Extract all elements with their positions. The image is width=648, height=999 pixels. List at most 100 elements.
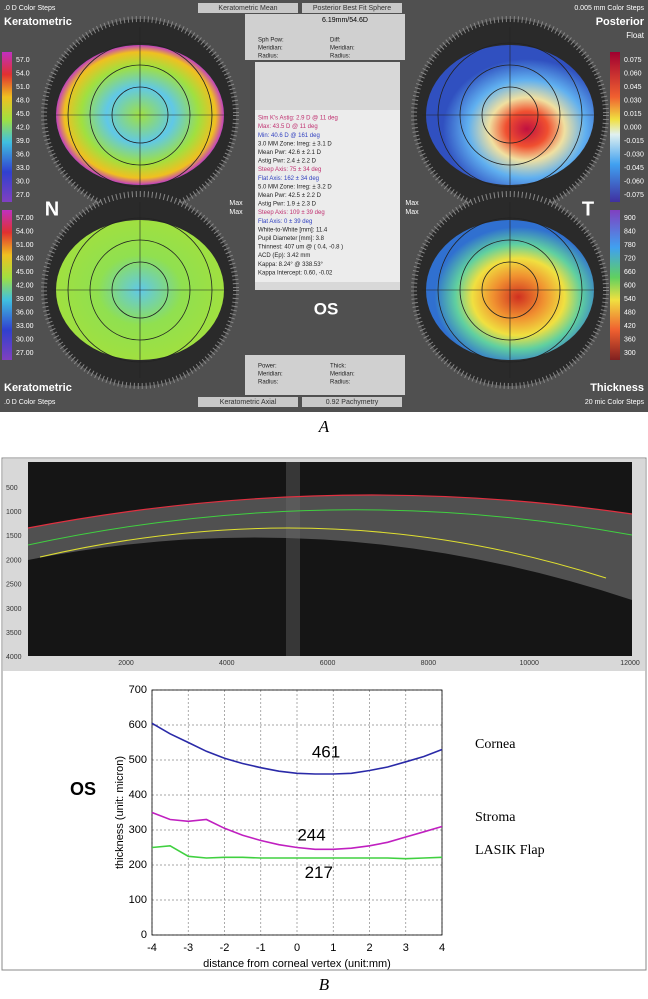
tab-label: Keratometric Mean bbox=[218, 5, 277, 12]
y-tick-label: 300 bbox=[129, 824, 147, 836]
series-line bbox=[151, 844, 443, 860]
scale-label: 45.0 bbox=[16, 111, 30, 118]
max-label: Max bbox=[229, 209, 243, 216]
field-label: Meridian: bbox=[258, 372, 283, 378]
field-label: Meridian: bbox=[258, 46, 283, 52]
tab bbox=[302, 3, 402, 13]
scale-label: -0.060 bbox=[624, 178, 644, 185]
scale-label: 0.060 bbox=[624, 70, 642, 77]
scale-label: 39.00 bbox=[16, 296, 34, 303]
max-label: Max bbox=[229, 200, 243, 207]
info-line: Flat Axis: 162 ± 34 deg bbox=[258, 176, 319, 182]
scale-label: 45.00 bbox=[16, 269, 34, 276]
y-tick-label: 600 bbox=[129, 719, 147, 731]
oct-y-label: 3500 bbox=[6, 630, 22, 637]
field-label: Radius: bbox=[330, 380, 351, 386]
scale-label: 0.000 bbox=[624, 124, 642, 131]
field-label: Thick: bbox=[330, 364, 346, 370]
eye: OS bbox=[314, 299, 339, 318]
scale-label: 0.075 bbox=[624, 57, 642, 64]
y-tick-label: 500 bbox=[129, 754, 147, 766]
info-line: White-to-White [mm]: 11.4 bbox=[258, 227, 328, 233]
info-line: Kappa Intercept: 0.60, -0.02 bbox=[258, 270, 333, 276]
temporal: T bbox=[582, 198, 594, 220]
scale-label: 54.0 bbox=[16, 70, 30, 77]
x-tick-label: 2 bbox=[366, 942, 372, 954]
oct-surface bbox=[27, 494, 633, 529]
info-line: Max: 43.5 D @ 11 deg bbox=[258, 124, 318, 130]
scale-label: 30.0 bbox=[16, 178, 30, 185]
color-bar bbox=[2, 210, 12, 360]
y-axis-label: thickness (unit: micron) bbox=[114, 756, 126, 869]
scale-label: 900 bbox=[624, 215, 636, 222]
scale-label: -0.015 bbox=[624, 138, 644, 145]
scale-label: 780 bbox=[624, 242, 636, 249]
info-line: Sim K's Astig: 2.9 D @ 11 deg bbox=[258, 116, 338, 122]
x-tick-label: 4 bbox=[439, 942, 445, 954]
info-line: Kappa: 8.24° @ 338.53° bbox=[258, 262, 324, 268]
oct-y-label: 2500 bbox=[6, 582, 22, 589]
info-line: Thinnest: 407 um @ ( 0.4, -0.8 ) bbox=[258, 245, 343, 251]
scale-label: 48.0 bbox=[16, 97, 30, 104]
scale-label: -0.030 bbox=[624, 151, 644, 158]
scale-label: 0.015 bbox=[624, 111, 642, 118]
color-bar bbox=[610, 52, 620, 202]
x-axis-label: distance from corneal vertex (unit:mm) bbox=[203, 958, 391, 970]
oct-x-label: 12000 bbox=[620, 660, 640, 667]
legend-entry: LASIK Flap bbox=[475, 843, 545, 858]
field-label: Radius: bbox=[330, 54, 351, 60]
info-line: Steep Axis: 75 ± 34 deg bbox=[258, 167, 321, 173]
color-bar bbox=[610, 210, 620, 360]
info-box bbox=[245, 14, 405, 60]
steps-label: 0.005 mm Color Steps bbox=[574, 5, 644, 12]
oct-y-label: 1500 bbox=[6, 533, 22, 540]
x-tick-label: -2 bbox=[220, 942, 230, 954]
oct-x-label: 4000 bbox=[219, 660, 235, 667]
x-tick-label: -1 bbox=[256, 942, 266, 954]
annotation: 244 bbox=[297, 825, 325, 844]
oct-posterior bbox=[39, 527, 607, 579]
scale-label: 42.0 bbox=[16, 124, 30, 131]
scale-label: 300 bbox=[624, 350, 636, 357]
y-tick-label: 0 bbox=[141, 929, 147, 941]
info-line: Mean Pwr: 42.5 ± 2.2 D bbox=[258, 193, 322, 199]
scale-label: 51.0 bbox=[16, 84, 30, 91]
oct-cornea bbox=[28, 495, 632, 600]
annotation: 217 bbox=[305, 863, 333, 882]
scale-label: 57.0 bbox=[16, 57, 30, 64]
info-line: Min: 40.6 D @ 161 deg bbox=[258, 133, 320, 139]
scale-label: 600 bbox=[624, 282, 636, 289]
info-line: Flat Axis: 0 ± 39 deg bbox=[258, 219, 312, 225]
tab-label: Posterior Best Fit Sphere bbox=[313, 5, 391, 12]
scale-label: 54.00 bbox=[16, 228, 34, 235]
legend-entry: Stroma bbox=[475, 810, 516, 825]
tab bbox=[198, 3, 298, 13]
oct-flap bbox=[27, 509, 633, 546]
max-label: Max bbox=[405, 200, 419, 207]
oct-x-label: 6000 bbox=[320, 660, 336, 667]
oct-artifact bbox=[286, 462, 300, 656]
oct-y-label: 3000 bbox=[6, 606, 22, 613]
info-line: 5.0 MM Zone: Irreg: ± 3.2 D bbox=[258, 184, 332, 190]
steps-label: 20 mic Color Steps bbox=[585, 399, 645, 406]
map-title: Keratometric bbox=[4, 16, 72, 28]
map-title: Thickness bbox=[590, 382, 644, 394]
scale-label: 360 bbox=[624, 336, 636, 343]
oct-y-label: 1000 bbox=[6, 509, 22, 516]
steps-label: .0 D Color Steps bbox=[4, 399, 56, 406]
scale-label: 540 bbox=[624, 296, 636, 303]
tab bbox=[198, 397, 298, 407]
scale-label: 840 bbox=[624, 228, 636, 235]
scale-label: 720 bbox=[624, 255, 636, 262]
info-line: 3.0 MM Zone: Irreg: ± 3.1 D bbox=[258, 141, 332, 147]
scale-label: 33.00 bbox=[16, 323, 34, 330]
info-box bbox=[245, 355, 405, 395]
tab-label: Keratometric Axial bbox=[220, 399, 277, 406]
maps bbox=[41, 16, 609, 389]
x-tick-label: 0 bbox=[294, 942, 300, 954]
y-tick-label: 100 bbox=[129, 894, 147, 906]
tab-label: 0.92 Pachymetry bbox=[326, 399, 379, 406]
info-line: Steep Axis: 109 ± 39 deg bbox=[258, 210, 325, 216]
